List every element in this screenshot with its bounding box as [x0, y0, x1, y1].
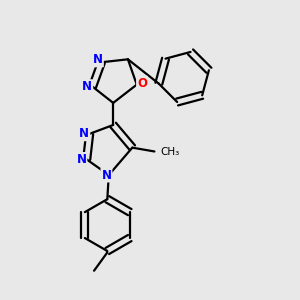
Text: N: N	[79, 127, 89, 140]
Text: N: N	[93, 53, 103, 66]
Text: CH₃: CH₃	[160, 147, 180, 158]
Text: N: N	[82, 80, 92, 93]
Text: N: N	[76, 153, 86, 166]
Text: N: N	[101, 169, 111, 182]
Text: O: O	[137, 77, 147, 90]
